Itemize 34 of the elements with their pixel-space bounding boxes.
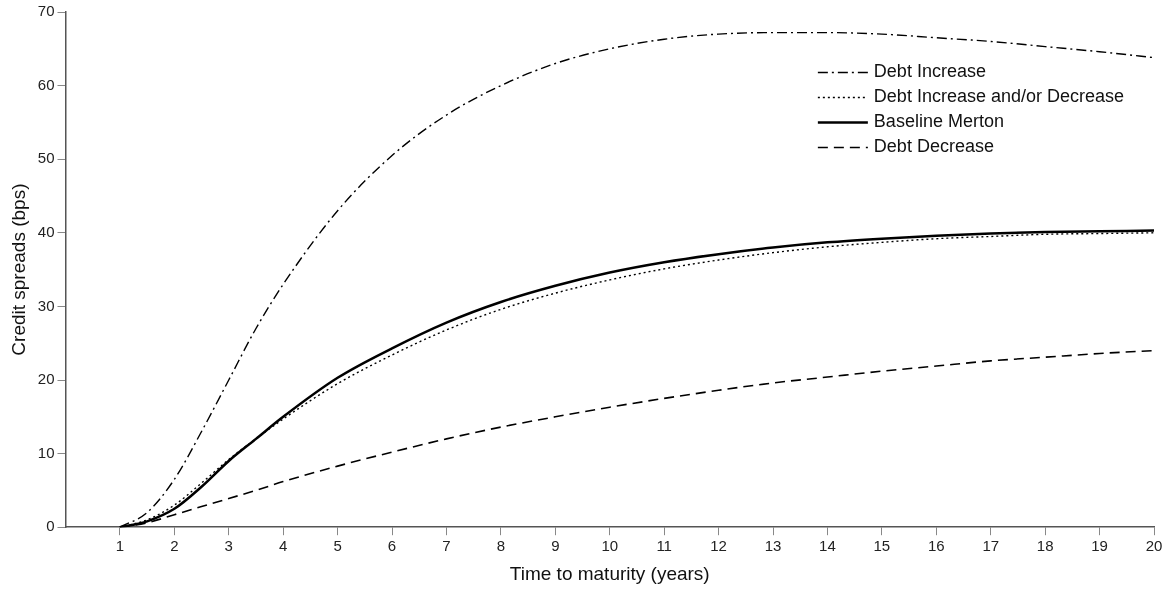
x-tick-label: 1 <box>115 537 125 555</box>
legend-label: Baseline Merton <box>873 111 1004 132</box>
x-tick-label: 6 <box>387 537 397 555</box>
x-tick-label: 18 <box>1036 537 1054 555</box>
y-tick-label: 30 <box>37 296 55 314</box>
x-tick-label: 14 <box>819 537 836 555</box>
y-tick-label: 10 <box>37 443 55 461</box>
y-tick-label: 70 <box>37 2 55 20</box>
x-tick-label: 2 <box>170 537 179 555</box>
y-tick-label: 50 <box>37 149 55 167</box>
legend-label: Debt Decrease <box>873 136 994 157</box>
x-tick-label: 10 <box>601 537 619 555</box>
x-tick-label: 17 <box>982 537 1000 555</box>
x-tick-label: 8 <box>496 537 506 555</box>
x-tick-label: 7 <box>442 537 451 555</box>
x-axis-title: Time to maturity (years) <box>509 562 710 584</box>
y-tick-label: 40 <box>37 222 55 240</box>
x-tick-label: 4 <box>279 537 288 555</box>
x-tick-label: 3 <box>224 537 233 555</box>
legend-label: Debt Increase <box>873 61 986 82</box>
x-tick-label: 16 <box>927 537 945 555</box>
x-tick-label: 15 <box>873 537 891 555</box>
x-tick-label: 5 <box>333 537 342 555</box>
x-tick-label: 11 <box>656 537 672 555</box>
legend-label: Debt Increase and/or Decrease <box>873 86 1124 107</box>
y-tick-label: 60 <box>37 75 55 93</box>
y-axis-title: Credit spreads (bps) <box>7 183 29 356</box>
x-tick-label: 20 <box>1145 537 1163 555</box>
x-tick-label: 13 <box>764 537 782 555</box>
y-tick-label: 20 <box>37 370 55 388</box>
y-tick-label: 0 <box>46 517 55 535</box>
x-tick-label: 9 <box>551 537 560 555</box>
x-tick-label: 19 <box>1091 537 1108 555</box>
x-tick-label: 12 <box>710 537 727 555</box>
